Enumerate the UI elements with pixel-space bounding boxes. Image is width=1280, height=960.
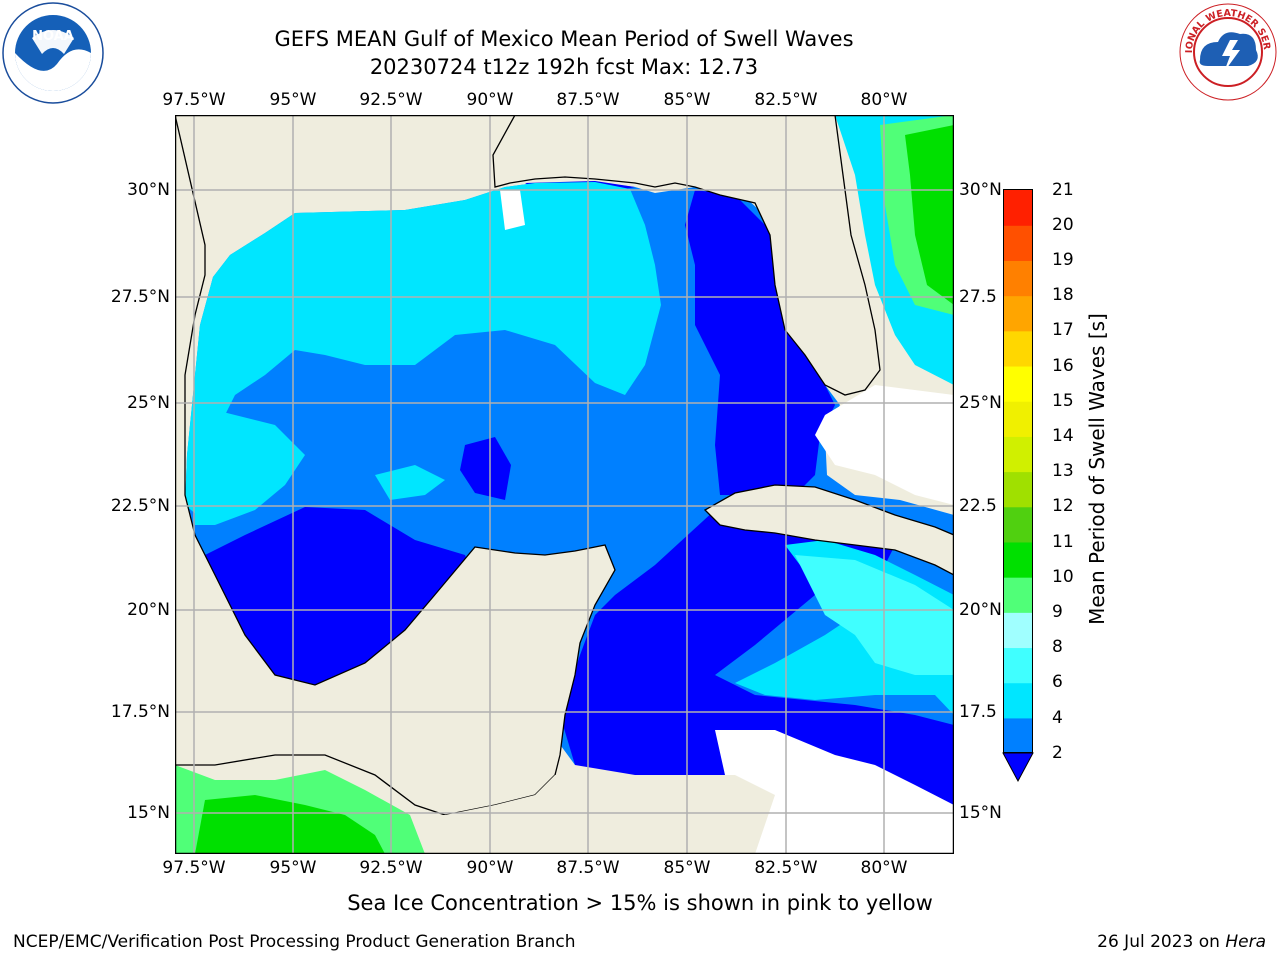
lat-tick-label: 27.5 [959,287,997,307]
colorbar-segment [1004,401,1032,437]
lat-tick-label: 20°N [127,600,170,620]
lat-tick-label: 30°N [127,180,170,200]
lat-tick-label: 20°N [959,600,1002,620]
footer-right: 26 Jul 2023 on Hera [1097,932,1266,952]
colorbar-segment [1004,260,1032,297]
swell-band-pacific-11 [195,795,385,854]
colorbar-segment [1004,295,1032,332]
lon-tick-label: 92.5°W [359,858,423,878]
colorbar-segment [1004,717,1032,754]
swell-band-4-6-west [195,405,305,525]
lat-tick-label: 27.5°N [110,287,170,307]
lon-tick-label: 82.5°W [754,858,818,878]
map-subtitle: 20230724 t12z 192h fcst Max: 12.73 [369,55,759,79]
lat-tick-label: 22.5°N [110,496,170,516]
lat-tick-label: 25°N [127,393,170,413]
lon-tick-label: 85°W [663,90,711,110]
lon-tick-label: 97.5°W [162,90,226,110]
noaa-logo-icon: NOAA [2,2,104,104]
swell-band-6-8 [795,555,954,675]
colorbar-segment [1004,541,1032,578]
lat-tick-label: 30°N [959,180,1002,200]
lat-tick-label: 15°N [959,803,1002,823]
lon-tick-label: 80°W [860,90,908,110]
colorbar-label: 4 [1052,708,1063,728]
lon-tick-label: 95°W [269,90,317,110]
lon-tick-label: 87.5°W [556,858,620,878]
colorbar-segment [1004,577,1032,613]
lon-tick-label: 97.5°W [162,858,226,878]
colorbar-segment [1004,612,1032,649]
lon-tick-label: 87.5°W [556,90,620,110]
colorbar-label: 19 [1052,250,1074,270]
colorbar-label: 15 [1052,391,1074,411]
colorbar-segment [1004,471,1032,508]
colorbar-extend-min [1002,752,1034,783]
footer-host: Hera [1225,932,1266,952]
lon-tick-label: 80°W [860,858,908,878]
colorbar-label: 11 [1052,532,1074,552]
colorbar-label: 18 [1052,285,1074,305]
colorbar-segment [1004,647,1032,684]
map-frame [175,115,954,854]
footer-date: 26 Jul 2023 on [1097,932,1226,952]
colorbar-label: 13 [1052,461,1074,481]
colorbar-segment [1004,365,1032,402]
colorbar-label: 21 [1052,180,1074,200]
colorbar-segment [1004,436,1032,473]
swell-band-10-11 [905,125,954,305]
swell-band-lt2-central [460,437,511,500]
land-yucatan [175,115,616,854]
lat-tick-label: 15°N [127,803,170,823]
map-panel [175,115,954,854]
colorbar-segment [1004,682,1032,719]
colorbar-label: 6 [1052,672,1063,692]
missing-data-caribbean [715,730,954,854]
lon-tick-label: 90°W [466,858,514,878]
land-florida [492,115,881,396]
colorbar-label: 20 [1052,215,1074,235]
lon-tick-label: 92.5°W [359,90,423,110]
noaa-logo-text: NOAA [32,29,74,44]
missing-data-north [500,190,525,230]
swell-band-lt2-eastgulf [685,190,835,495]
sea-ice-note-text: Sea Ice Concentration > 15% is shown in … [347,891,933,915]
colorbar-title: Mean Period of Swell Waves [s] [1085,313,1109,625]
colorbar-label: 9 [1052,602,1063,622]
swell-band-4-6-north [185,182,661,515]
colorbar [1002,189,1034,783]
lon-tick-label: 90°W [466,90,514,110]
sea-ice-note: Sea Ice Concentration > 15% is shown in … [0,891,1280,915]
colorbar-label: 2 [1052,743,1063,763]
nws-logo-icon: NATIONAL WEATHER SERVICE [1178,2,1277,101]
lat-tick-label: 17.5°N [110,702,170,722]
map-title: GEFS MEAN Gulf of Mexico Mean Period of … [274,27,854,51]
land-cuba [703,484,954,576]
colorbar-segment [1004,190,1032,226]
colorbar-label: 8 [1052,637,1063,657]
lon-tick-label: 85°W [663,858,711,878]
lat-tick-label: 22.5 [959,496,997,516]
colorbar-label: 12 [1052,496,1074,516]
lon-tick-label: 82.5°W [754,90,818,110]
colorbar-label: 16 [1052,356,1074,376]
swell-band-4-6-yucatan [375,465,445,500]
colorbar-segment [1004,506,1032,543]
colorbar-segment [1004,330,1032,367]
lon-tick-label: 95°W [269,858,317,878]
lat-tick-label: 17.5 [959,702,997,722]
colorbar-label: 14 [1052,426,1074,446]
footer-left: NCEP/EMC/Verification Post Processing Pr… [13,932,576,952]
colorbar-label: 10 [1052,567,1074,587]
land-central-america [415,775,775,854]
lat-tick-label: 25°N [959,393,1002,413]
colorbar-label: 17 [1052,320,1074,340]
map-grid [175,115,954,854]
colorbar-segment [1004,225,1032,261]
colorbar-frame [1003,189,1033,753]
